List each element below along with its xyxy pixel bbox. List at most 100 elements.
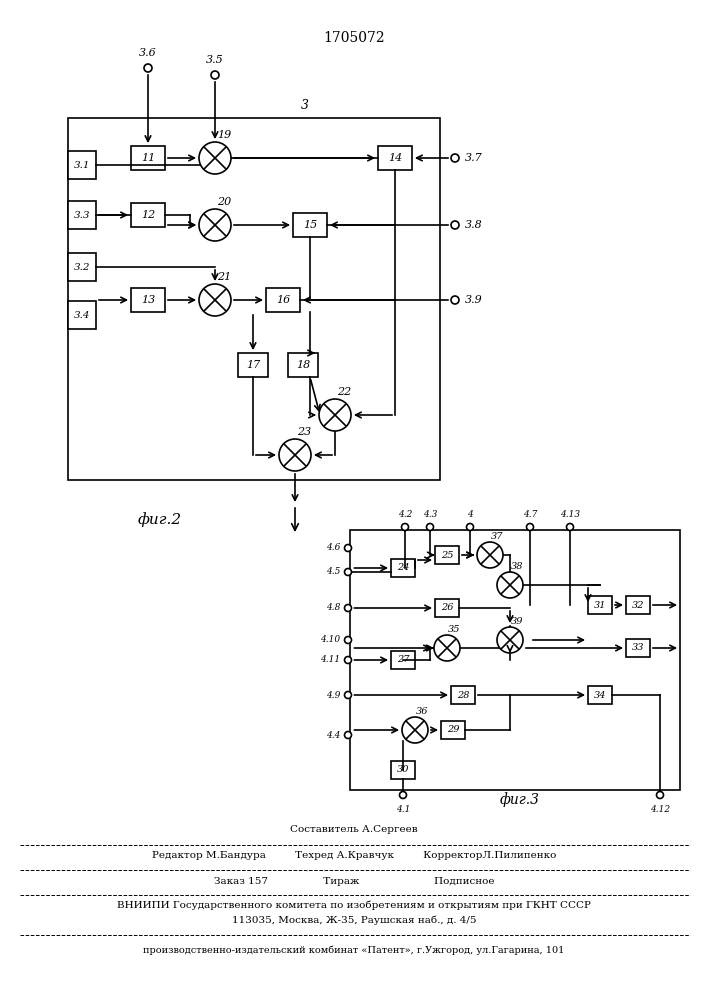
- Text: 12: 12: [141, 210, 155, 220]
- Text: 37: 37: [491, 532, 503, 541]
- Circle shape: [426, 524, 433, 530]
- FancyBboxPatch shape: [451, 686, 475, 704]
- Circle shape: [451, 221, 459, 229]
- Circle shape: [467, 524, 474, 530]
- Text: 4: 4: [467, 510, 473, 519]
- FancyBboxPatch shape: [588, 686, 612, 704]
- Circle shape: [451, 154, 459, 162]
- Text: 4.8: 4.8: [326, 603, 340, 612]
- Text: 18: 18: [296, 360, 310, 370]
- Text: 36: 36: [416, 707, 428, 716]
- Text: 3.8: 3.8: [465, 220, 483, 230]
- Text: 23: 23: [297, 427, 311, 437]
- Text: 20: 20: [217, 197, 231, 207]
- Circle shape: [344, 656, 351, 664]
- Text: 11: 11: [141, 153, 155, 163]
- FancyBboxPatch shape: [378, 146, 412, 170]
- FancyBboxPatch shape: [626, 596, 650, 614]
- FancyBboxPatch shape: [68, 253, 96, 281]
- Text: 24: 24: [397, 564, 409, 572]
- Circle shape: [497, 627, 523, 653]
- FancyBboxPatch shape: [68, 301, 96, 329]
- Text: 4.5: 4.5: [326, 568, 340, 576]
- Text: 3.1: 3.1: [74, 160, 90, 169]
- Circle shape: [657, 792, 663, 798]
- Circle shape: [344, 637, 351, 644]
- Text: Заказ 157                 Тираж                       Подписное: Заказ 157 Тираж Подписное: [214, 878, 494, 886]
- FancyBboxPatch shape: [435, 546, 459, 564]
- Text: 38: 38: [511, 562, 523, 571]
- Circle shape: [199, 284, 231, 316]
- Circle shape: [344, 544, 351, 552]
- FancyBboxPatch shape: [391, 761, 415, 779]
- Text: 26: 26: [440, 603, 453, 612]
- Text: фиг.2: фиг.2: [138, 513, 182, 527]
- Circle shape: [402, 524, 409, 530]
- Text: 22: 22: [337, 387, 351, 397]
- Text: 4.1: 4.1: [396, 805, 410, 814]
- Text: 25: 25: [440, 550, 453, 560]
- FancyBboxPatch shape: [68, 201, 96, 229]
- Text: 3.7: 3.7: [465, 153, 483, 163]
- Text: 113035, Москва, Ж-35, Раушская наб., д. 4/5: 113035, Москва, Ж-35, Раушская наб., д. …: [232, 915, 477, 925]
- FancyBboxPatch shape: [391, 559, 415, 577]
- Text: 4.9: 4.9: [326, 690, 340, 700]
- Circle shape: [497, 572, 523, 598]
- Text: 27: 27: [397, 656, 409, 664]
- Text: 4.11: 4.11: [320, 656, 340, 664]
- Text: 31: 31: [594, 600, 606, 609]
- FancyBboxPatch shape: [68, 151, 96, 179]
- Circle shape: [566, 524, 573, 530]
- Circle shape: [451, 296, 459, 304]
- Text: 3.5: 3.5: [206, 55, 224, 65]
- FancyBboxPatch shape: [68, 118, 440, 480]
- Text: 4.10: 4.10: [320, 636, 340, 645]
- Text: 4.3: 4.3: [423, 510, 437, 519]
- Text: 16: 16: [276, 295, 290, 305]
- Text: 28: 28: [457, 690, 469, 700]
- Text: 4.4: 4.4: [326, 730, 340, 740]
- Text: 29: 29: [447, 726, 460, 734]
- FancyBboxPatch shape: [350, 530, 680, 790]
- Text: 13: 13: [141, 295, 155, 305]
- FancyBboxPatch shape: [391, 651, 415, 669]
- Circle shape: [344, 604, 351, 611]
- FancyBboxPatch shape: [266, 288, 300, 312]
- Circle shape: [144, 64, 152, 72]
- Text: 4.12: 4.12: [650, 805, 670, 814]
- Text: 19: 19: [217, 130, 231, 140]
- Circle shape: [344, 732, 351, 738]
- Text: 39: 39: [511, 617, 523, 626]
- Text: ВНИИПИ Государственного комитета по изобретениям и открытиям при ГКНТ СССР: ВНИИПИ Государственного комитета по изоб…: [117, 900, 591, 910]
- FancyBboxPatch shape: [293, 213, 327, 237]
- Text: Редактор М.Бандура         Техред А.Кравчук         КорректорЛ.Пилипенко: Редактор М.Бандура Техред А.Кравчук Корр…: [152, 850, 556, 859]
- Circle shape: [211, 71, 219, 79]
- Text: 4.7: 4.7: [522, 510, 537, 519]
- Circle shape: [399, 792, 407, 798]
- FancyBboxPatch shape: [238, 353, 268, 377]
- Circle shape: [319, 399, 351, 431]
- Circle shape: [344, 568, 351, 576]
- Text: Составитель А.Сергеев: Составитель А.Сергеев: [290, 826, 418, 834]
- Text: 17: 17: [246, 360, 260, 370]
- Circle shape: [527, 524, 534, 530]
- FancyBboxPatch shape: [131, 146, 165, 170]
- Text: 15: 15: [303, 220, 317, 230]
- Circle shape: [199, 142, 231, 174]
- Text: 4.2: 4.2: [398, 510, 412, 519]
- Text: 3.4: 3.4: [74, 310, 90, 320]
- Text: 3.6: 3.6: [139, 48, 157, 58]
- Text: 3.3: 3.3: [74, 211, 90, 220]
- Text: 30: 30: [397, 766, 409, 774]
- Text: 1705072: 1705072: [323, 31, 385, 45]
- Text: 4.6: 4.6: [326, 544, 340, 552]
- Text: фиг.3: фиг.3: [500, 793, 540, 807]
- Text: 4.13: 4.13: [560, 510, 580, 519]
- Text: 3: 3: [301, 99, 309, 112]
- Circle shape: [402, 717, 428, 743]
- FancyBboxPatch shape: [435, 599, 459, 617]
- FancyBboxPatch shape: [288, 353, 318, 377]
- Circle shape: [434, 635, 460, 661]
- Text: 35: 35: [448, 625, 460, 634]
- FancyBboxPatch shape: [131, 288, 165, 312]
